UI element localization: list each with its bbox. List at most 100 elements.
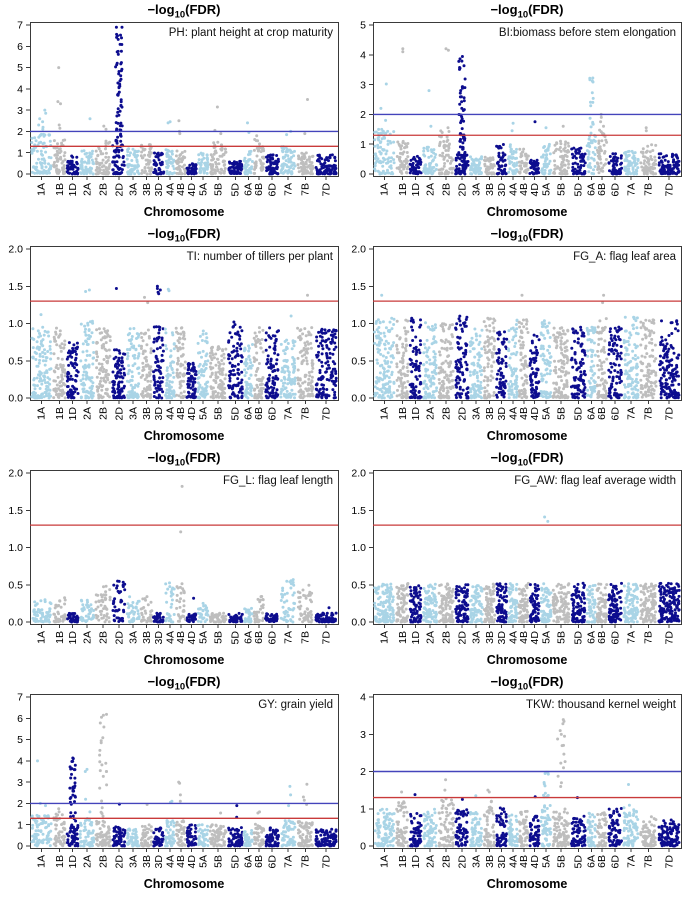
title-subscript: 10: [517, 457, 529, 469]
svg-text:3A: 3A: [471, 183, 483, 196]
svg-text:0.5: 0.5: [8, 355, 23, 367]
svg-text:3D: 3D: [496, 183, 508, 197]
svg-text:5B: 5B: [212, 407, 224, 420]
manhattan-plot-fg-a: 0.0 0.5 1.0 1.5 2.0 1A 1B 1D 2A 2B 2D 3A 3B 3D 4A 4B 4D 5…: [343, 224, 685, 448]
title-prefix: −log: [490, 674, 518, 689]
svg-text:4: 4: [17, 84, 23, 96]
svg-text:5A: 5A: [197, 407, 209, 420]
svg-text:2.0: 2.0: [8, 244, 23, 256]
plot-title: −log10(FDR): [30, 2, 338, 21]
svg-text:3B: 3B: [484, 183, 496, 196]
plot-title: −log10(FDR): [373, 450, 681, 469]
svg-text:1: 1: [17, 147, 23, 159]
x-axis-label: Chromosome: [486, 429, 568, 443]
svg-text:6B: 6B: [596, 183, 608, 196]
manhattan-plot-ti: 0.0 0.5 1.0 1.5 2.0 1A 1B 1D 2A 2B 2D 3A 3B 3D 4A 4B 4D 5…: [0, 224, 342, 448]
title-suffix: (FDR): [185, 450, 221, 465]
svg-text:1: 1: [360, 139, 366, 151]
svg-text:2D: 2D: [456, 183, 468, 197]
svg-text:3D: 3D: [153, 407, 165, 421]
svg-text:6B: 6B: [253, 183, 265, 196]
svg-text:7A: 7A: [282, 407, 294, 420]
plot-title: −log10(FDR): [30, 674, 338, 693]
svg-text:1B: 1B: [397, 183, 409, 196]
svg-text:7B: 7B: [300, 183, 312, 196]
svg-text:3: 3: [17, 105, 23, 117]
svg-text:2A: 2A: [81, 407, 93, 420]
title-prefix: −log: [490, 226, 518, 241]
svg-text:6A: 6A: [243, 183, 255, 196]
trait-label: TI: number of tillers per plant: [186, 251, 333, 263]
title-subscript: 10: [174, 681, 186, 693]
svg-text:7B: 7B: [643, 183, 655, 196]
svg-text:2A: 2A: [424, 183, 436, 196]
title-prefix: −log: [490, 2, 518, 17]
svg-text:4B: 4B: [175, 407, 187, 420]
svg-text:1.0: 1.0: [8, 318, 23, 330]
plot-title: −log10(FDR): [373, 226, 681, 245]
svg-text:7B: 7B: [300, 407, 312, 420]
title-prefix: −log: [490, 450, 518, 465]
svg-text:3A: 3A: [128, 407, 140, 420]
title-subscript: 10: [517, 681, 529, 693]
manhattan-plot-ph: 0 1 2 3 4 5 6 7 1A 1B 1D 2A 2B 2D 3A 3B 3D 4A 4B 4D 5A 5B 5D 6A…: [0, 0, 342, 224]
svg-text:1A: 1A: [379, 183, 391, 196]
svg-text:7A: 7A: [625, 183, 637, 196]
svg-text:4B: 4B: [518, 183, 530, 196]
svg-text:2D: 2D: [113, 183, 125, 197]
svg-text:2B: 2B: [441, 183, 453, 196]
svg-text:1A: 1A: [36, 183, 48, 196]
svg-text:2B: 2B: [98, 407, 110, 420]
plot-title: −log10(FDR): [30, 450, 338, 469]
svg-text:7D: 7D: [663, 183, 675, 197]
x-axis-label: Chromosome: [143, 205, 225, 219]
trait-label: FG_A: flag leaf area: [573, 251, 676, 263]
svg-text:2: 2: [360, 109, 366, 121]
x-axis-label: Chromosome: [143, 877, 225, 891]
svg-text:7A: 7A: [282, 183, 294, 196]
manhattan-plot-fg-aw: 0.0 0.5 1.0 1.5 2.0 1A 1B 1D 2A 2B 2D 3A 3B 3D 4A 4B 4D 5…: [343, 448, 685, 672]
title-subscript: 10: [174, 457, 186, 469]
trait-label: TKW: thousand kernel weight: [525, 699, 676, 711]
svg-text:5: 5: [17, 62, 23, 74]
title-prefix: −log: [147, 226, 175, 241]
svg-text:5D: 5D: [230, 407, 242, 421]
manhattan-plot-tkw: 0 1 2 3 4 1A 1B 1D 2A 2B 2D 3A 3B 3D 4A 4B 4D 5A 5B 5D 6A 6B 6…: [343, 672, 685, 896]
svg-text:6D: 6D: [609, 183, 621, 197]
svg-text:6D: 6D: [266, 407, 278, 421]
svg-text:7D: 7D: [320, 183, 332, 197]
svg-text:4A: 4A: [507, 183, 519, 196]
plot-title: −log10(FDR): [30, 226, 338, 245]
svg-text:4D: 4D: [186, 183, 198, 197]
manhattan-plot-bi: 0 1 2 3 4 5 1A 1B 1D 2A 2B 2D 3A 3B 3D 4A 4B 4D 5A 5B 5D 6A 6B…: [343, 0, 685, 224]
svg-text:5A: 5A: [197, 183, 209, 196]
svg-text:7: 7: [17, 20, 23, 32]
trait-label: PH: plant height at crop maturity: [168, 27, 333, 39]
svg-text:6A: 6A: [243, 407, 255, 420]
svg-text:3B: 3B: [141, 183, 153, 196]
svg-text:4D: 4D: [186, 407, 198, 421]
title-prefix: −log: [147, 674, 175, 689]
svg-text:4D: 4D: [529, 183, 541, 197]
svg-text:1D: 1D: [410, 183, 422, 197]
title-suffix: (FDR): [185, 674, 221, 689]
svg-text:1B: 1B: [54, 183, 66, 196]
svg-text:1B: 1B: [54, 407, 66, 420]
manhattan-plot-gy: 0 1 2 3 4 5 6 7 1A 1B 1D 2A 2B 2D 3A 3B 3D 4A 4B 4D 5A 5B 5D 6A…: [0, 672, 342, 896]
svg-text:6D: 6D: [266, 183, 278, 197]
svg-text:5B: 5B: [212, 183, 224, 196]
svg-text:1D: 1D: [67, 183, 79, 197]
svg-text:2: 2: [17, 126, 23, 138]
svg-text:3B: 3B: [141, 407, 153, 420]
svg-text:5: 5: [360, 20, 366, 32]
svg-text:1D: 1D: [67, 407, 79, 421]
svg-text:4A: 4A: [164, 407, 176, 420]
x-axis-label: Chromosome: [486, 877, 568, 891]
svg-text:1A: 1A: [36, 407, 48, 420]
title-suffix: (FDR): [528, 2, 564, 17]
title-subscript: 10: [174, 9, 186, 21]
